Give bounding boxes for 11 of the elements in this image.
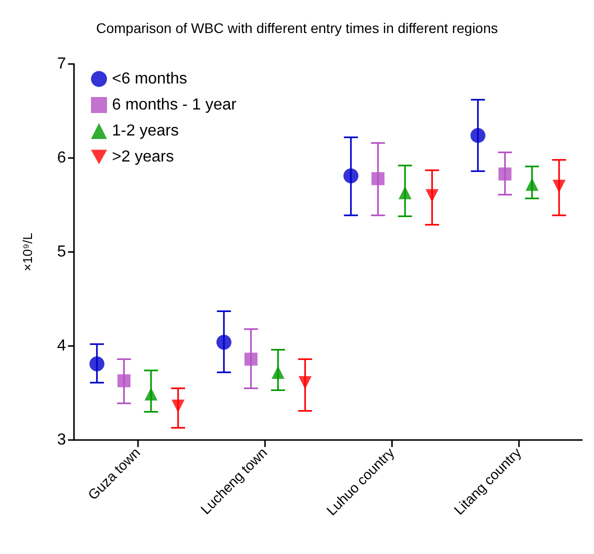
y-tick-label: 4 bbox=[57, 338, 66, 354]
y-tick-label: 7 bbox=[57, 56, 66, 72]
y-tick-label: 3 bbox=[57, 432, 66, 448]
legend-label: 6 months - 1 year bbox=[112, 96, 238, 114]
y-tick-label: 5 bbox=[57, 244, 66, 260]
y-axis-title: ×10⁹/L bbox=[20, 232, 35, 272]
legend-label: 1-2 years bbox=[112, 122, 179, 140]
legend-label: >2 years bbox=[112, 148, 174, 166]
y-tick-label: 6 bbox=[57, 150, 66, 166]
chart-title: Comparison of WBC with different entry times in different regions bbox=[96, 20, 498, 36]
legend-label: <6 months bbox=[112, 70, 188, 88]
